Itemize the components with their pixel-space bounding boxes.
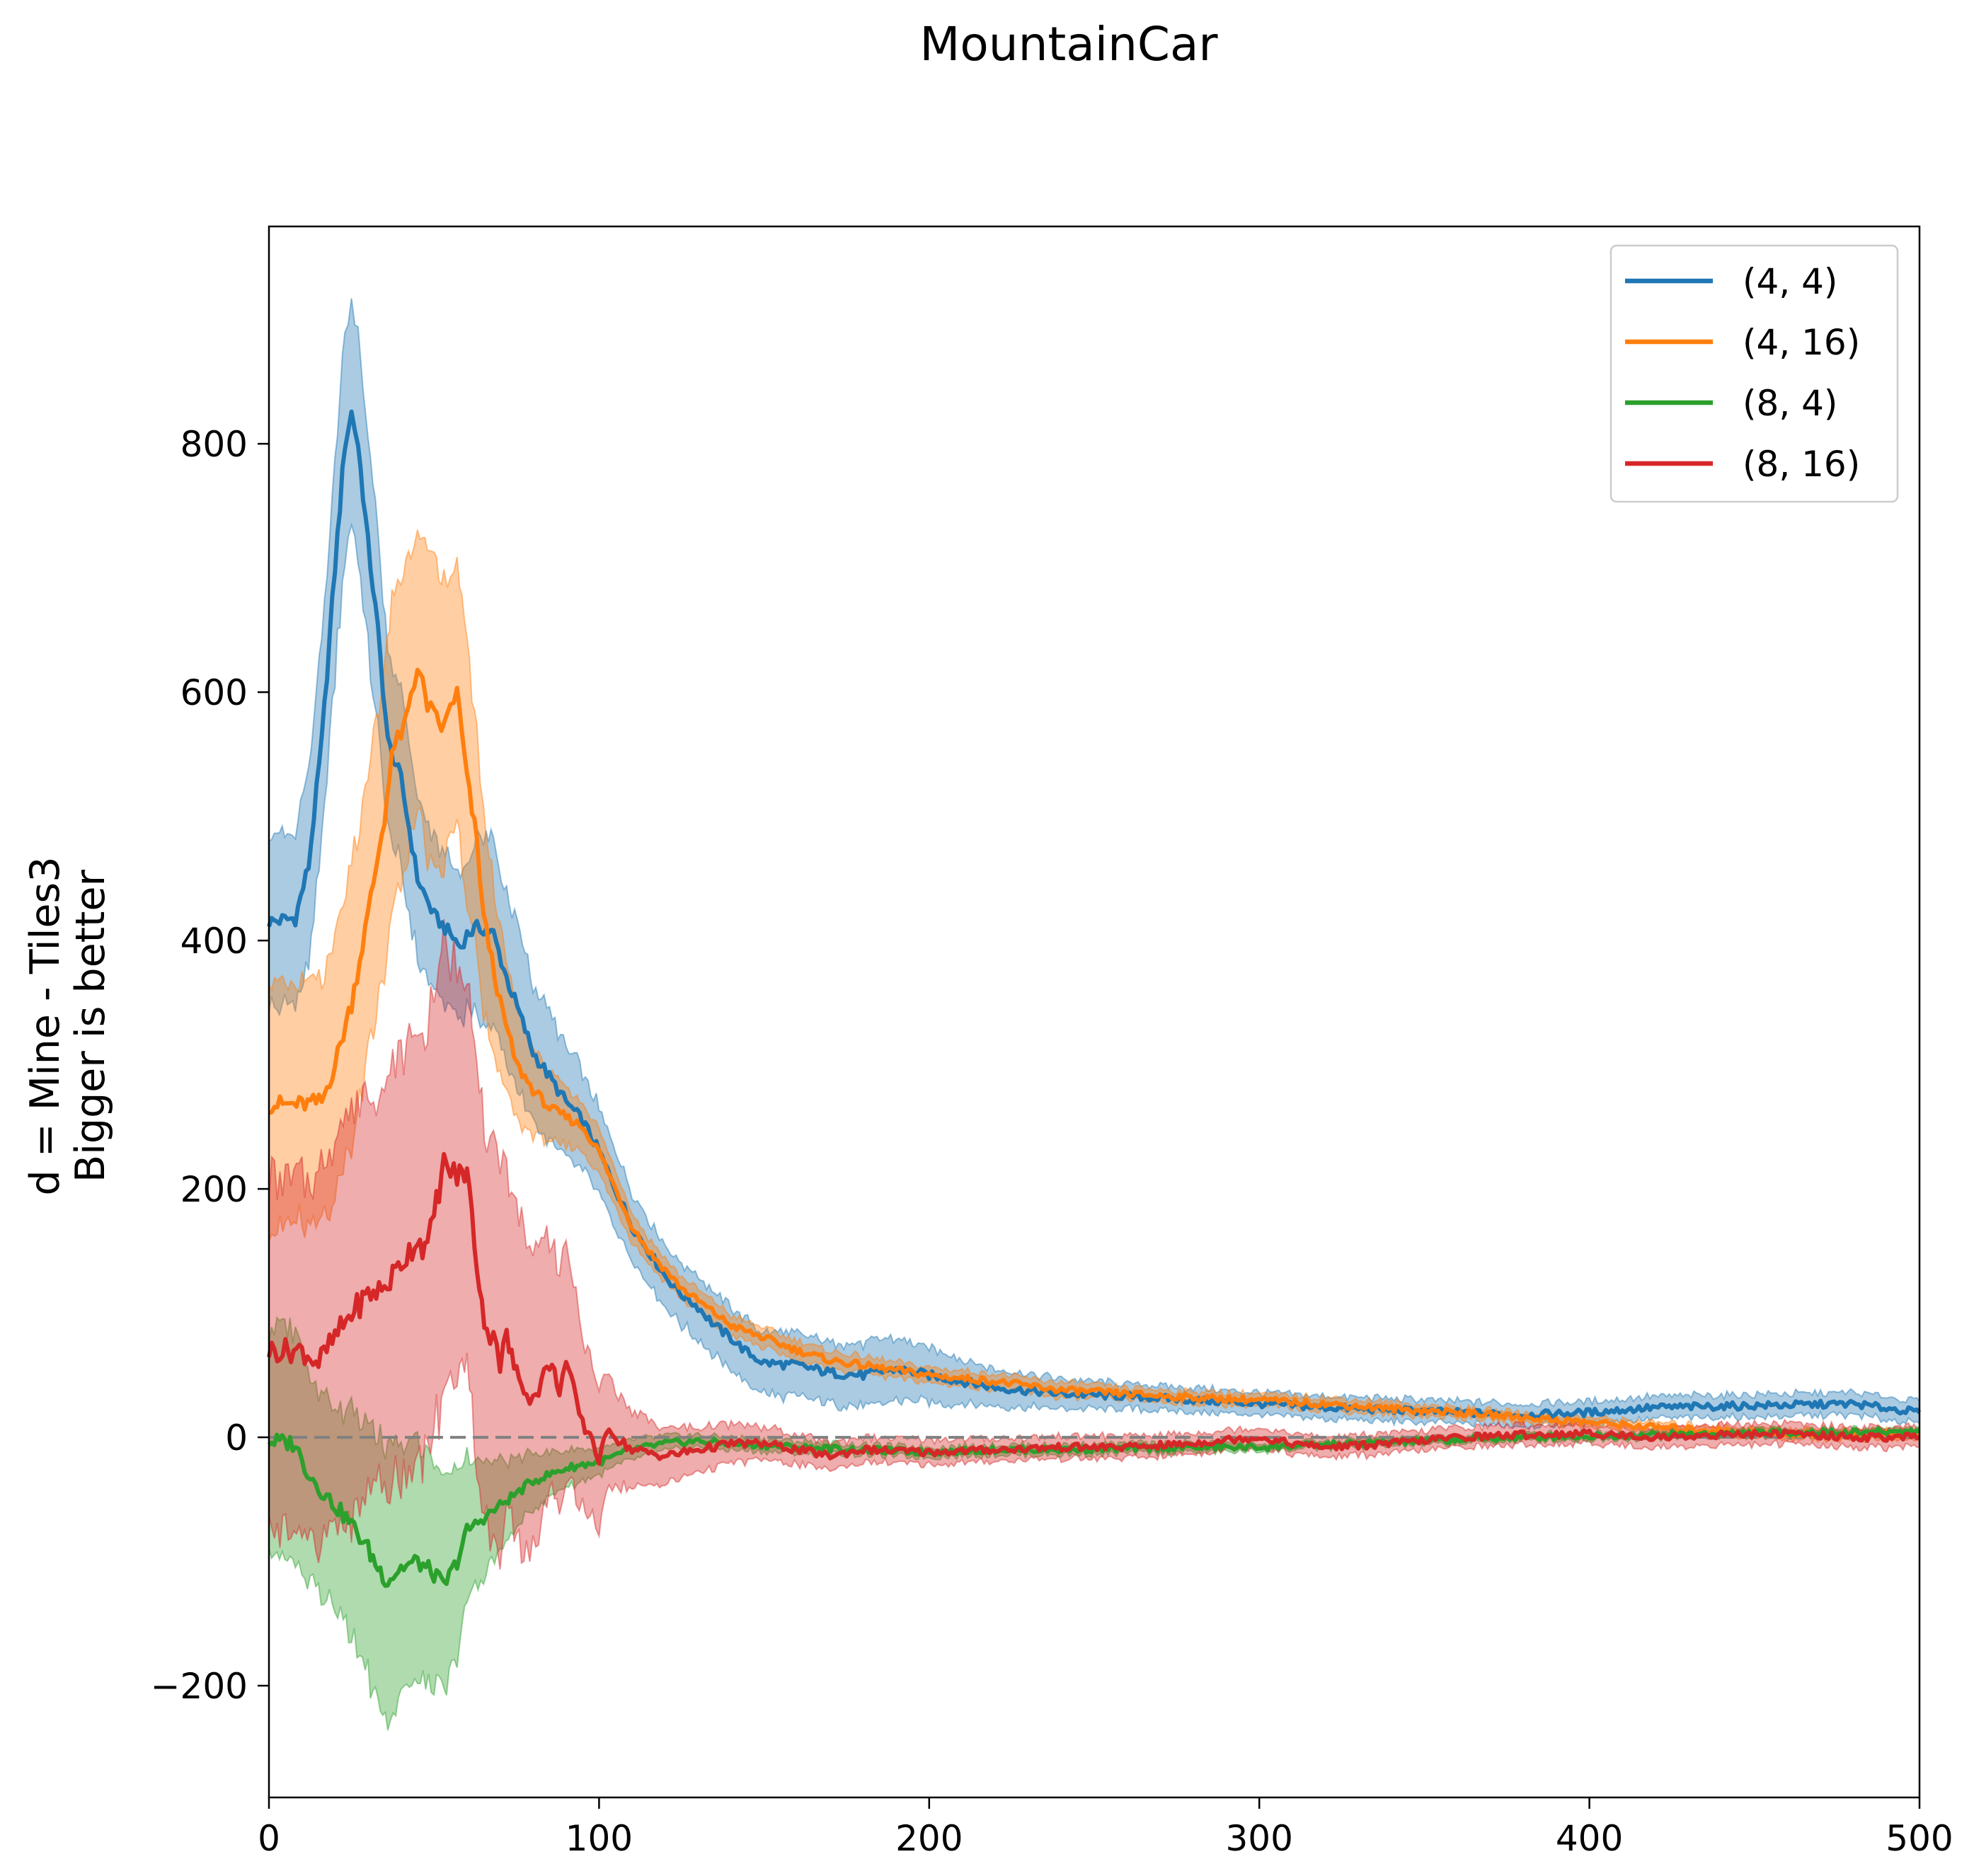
y-tick-label: −200 xyxy=(151,1666,248,1707)
x-axis: 0 100 200 300 400 500 xyxy=(258,1797,1953,1859)
x-tick-label: 100 xyxy=(566,1818,633,1859)
y-axis: −200 0 200 400 600 800 xyxy=(151,424,269,1707)
x-tick-label: 400 xyxy=(1556,1818,1623,1859)
series-line-2 xyxy=(268,667,1920,1440)
legend-label: (4, 4) xyxy=(1743,261,1837,302)
y-axis-title: d = Mine - Tiles3 Bigger is better xyxy=(22,857,114,1196)
y-axis-label-line-2: Bigger is better xyxy=(67,869,114,1182)
legend-label: (4, 16) xyxy=(1743,322,1860,363)
series-line-4 xyxy=(267,1151,1920,1466)
x-tick-label: 200 xyxy=(895,1818,963,1859)
legend-box xyxy=(1609,244,1899,503)
y-tick-label: 600 xyxy=(180,672,248,713)
legend-item-2: (4, 16) xyxy=(1625,322,1860,363)
y-tick-label: 0 xyxy=(225,1417,248,1458)
legend-label: (8, 4) xyxy=(1743,383,1837,424)
series-lines xyxy=(267,409,1922,1588)
x-tick-label: 300 xyxy=(1225,1818,1292,1859)
legend-item-1: (4, 4) xyxy=(1625,261,1837,302)
y-tick-label: 400 xyxy=(180,921,248,962)
x-tick-label: 500 xyxy=(1886,1818,1953,1859)
x-tick-label: 0 xyxy=(258,1818,280,1859)
plot-frame xyxy=(268,225,1921,1799)
legend-item-3: (8, 4) xyxy=(1625,383,1837,424)
y-tick-label: 800 xyxy=(180,424,248,465)
legend-label: (8, 16) xyxy=(1743,444,1860,485)
legend-item-4: (8, 16) xyxy=(1625,444,1860,485)
y-tick-label: 200 xyxy=(180,1169,248,1210)
chart-title: MountainCar xyxy=(919,17,1218,71)
y-axis-label-line-1: d = Mine - Tiles3 xyxy=(22,857,69,1196)
legend: (4, 4) (4, 16) (8, 4) (8, 16) xyxy=(1609,244,1899,503)
